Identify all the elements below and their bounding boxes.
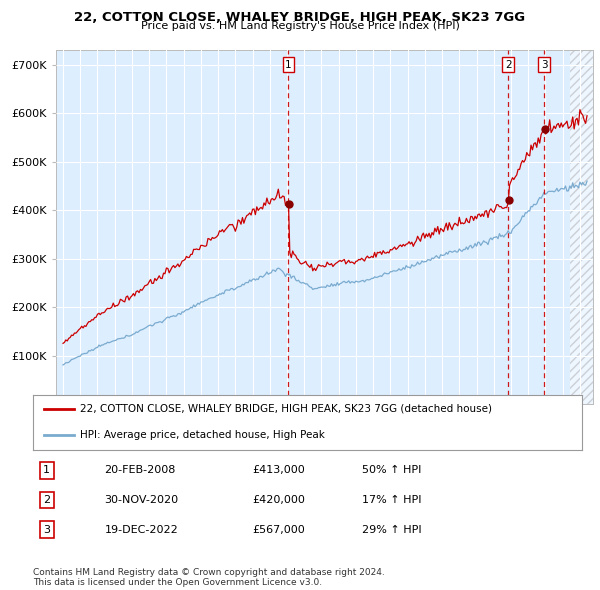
Text: Price paid vs. HM Land Registry's House Price Index (HPI): Price paid vs. HM Land Registry's House …: [140, 21, 460, 31]
Text: 22, COTTON CLOSE, WHALEY BRIDGE, HIGH PEAK, SK23 7GG: 22, COTTON CLOSE, WHALEY BRIDGE, HIGH PE…: [74, 11, 526, 24]
Text: £413,000: £413,000: [253, 466, 305, 476]
Text: 29% ↑ HPI: 29% ↑ HPI: [362, 525, 422, 535]
Text: 3: 3: [43, 525, 50, 535]
Text: 22, COTTON CLOSE, WHALEY BRIDGE, HIGH PEAK, SK23 7GG (detached house): 22, COTTON CLOSE, WHALEY BRIDGE, HIGH PE…: [80, 404, 491, 414]
Text: 1: 1: [285, 60, 292, 70]
Text: 2: 2: [43, 495, 50, 505]
Text: 19-DEC-2022: 19-DEC-2022: [104, 525, 178, 535]
Text: HPI: Average price, detached house, High Peak: HPI: Average price, detached house, High…: [80, 430, 325, 440]
Text: 3: 3: [541, 60, 547, 70]
Text: Contains HM Land Registry data © Crown copyright and database right 2024.
This d: Contains HM Land Registry data © Crown c…: [33, 568, 385, 587]
Bar: [570, 50, 597, 404]
Text: 17% ↑ HPI: 17% ↑ HPI: [362, 495, 422, 505]
Text: 1: 1: [43, 466, 50, 476]
Text: 30-NOV-2020: 30-NOV-2020: [104, 495, 178, 505]
Text: 20-FEB-2008: 20-FEB-2008: [104, 466, 176, 476]
Text: £567,000: £567,000: [253, 525, 305, 535]
Text: 50% ↑ HPI: 50% ↑ HPI: [362, 466, 422, 476]
Text: £420,000: £420,000: [253, 495, 305, 505]
Text: 2: 2: [505, 60, 511, 70]
